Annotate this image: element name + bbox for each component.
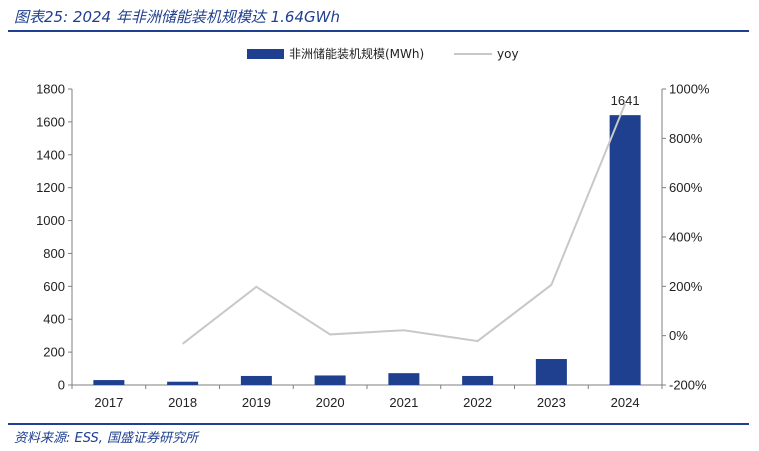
right-tick-label: -200% bbox=[669, 378, 707, 393]
right-tick-label: 0% bbox=[669, 328, 688, 343]
bar-2018 bbox=[167, 381, 199, 385]
left-tick-label: 0 bbox=[58, 378, 65, 393]
left-tick-label: 1000 bbox=[36, 213, 65, 228]
left-tick-label: 1400 bbox=[36, 147, 65, 162]
right-tick-label: 400% bbox=[669, 230, 703, 245]
left-tick-label: 1600 bbox=[36, 114, 65, 129]
bar-2022 bbox=[462, 375, 494, 385]
right-tick-label: 200% bbox=[669, 279, 703, 294]
left-tick-label: 800 bbox=[43, 246, 65, 261]
x-tick-label: 2020 bbox=[316, 395, 345, 410]
top-rule bbox=[8, 30, 749, 32]
yoy-line bbox=[182, 103, 627, 345]
x-tick-label: 2021 bbox=[389, 395, 418, 410]
bar-2024 bbox=[609, 115, 641, 385]
left-tick-label: 200 bbox=[43, 345, 65, 360]
legend: 非洲储能装机规模(MWh) yoy bbox=[247, 46, 519, 61]
axes: 0 200 400 600 800 1000 1200 1400 1600 1800 -200% 0%… bbox=[36, 82, 710, 411]
right-tick-label: 1000% bbox=[669, 82, 710, 97]
right-tick-label: 800% bbox=[669, 131, 703, 146]
left-tick-label: 1200 bbox=[36, 180, 65, 195]
source-note: 资料来源: ESS, 国盛证券研究所 bbox=[14, 431, 199, 446]
left-tick-label: 400 bbox=[43, 312, 65, 327]
right-tick-label: 600% bbox=[669, 180, 703, 195]
data-labels: 1641 bbox=[611, 93, 640, 108]
left-tick-label: 1800 bbox=[36, 82, 65, 97]
x-tick-label: 2022 bbox=[463, 395, 492, 410]
line-series bbox=[182, 103, 627, 345]
x-tick-label: 2018 bbox=[168, 395, 197, 410]
x-tick-label: 2024 bbox=[611, 395, 640, 410]
bar-series bbox=[93, 115, 641, 385]
x-tick-label: 2023 bbox=[537, 395, 566, 410]
chart-title: 图表25: 2024 年非洲储能装机规模达 1.64GWh bbox=[14, 8, 340, 26]
x-tick-label: 2017 bbox=[94, 395, 123, 410]
bottom-rule bbox=[8, 423, 749, 425]
data-label-2024: 1641 bbox=[611, 93, 640, 108]
bar-2019 bbox=[240, 375, 272, 385]
legend-bar-label: 非洲储能装机规模(MWh) bbox=[289, 46, 424, 61]
bar-2020 bbox=[314, 375, 346, 385]
bar-2023 bbox=[535, 359, 567, 385]
x-tick-label: 2019 bbox=[242, 395, 271, 410]
bar-2021 bbox=[388, 373, 420, 385]
legend-line-label: yoy bbox=[497, 47, 519, 61]
bar-2017 bbox=[93, 380, 125, 385]
legend-bar-swatch bbox=[247, 49, 284, 59]
left-tick-label: 600 bbox=[43, 279, 65, 294]
